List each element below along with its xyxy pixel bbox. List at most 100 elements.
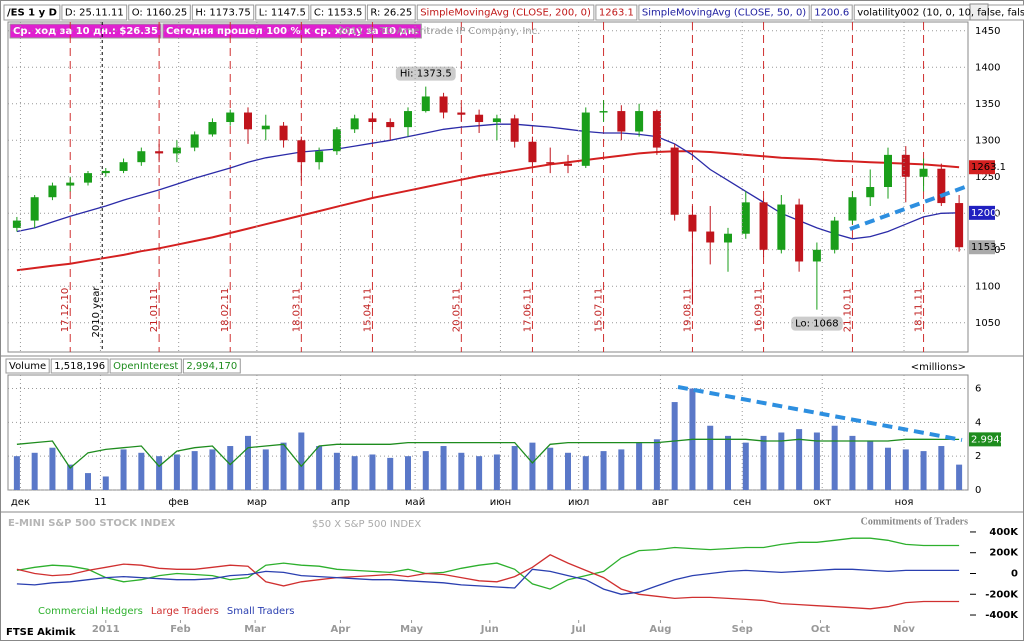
- series-line: [16, 554, 960, 610]
- candle-body: [315, 151, 324, 163]
- volume-bar: [458, 452, 465, 490]
- x-tick-label: мар: [247, 497, 267, 508]
- candle-body: [919, 168, 928, 177]
- candle-body: [119, 162, 128, 171]
- volume-bar: [547, 447, 554, 490]
- volume-bar: [280, 442, 287, 490]
- candle-body: [350, 118, 359, 130]
- header-box: [128, 4, 191, 21]
- volume-bar: [13, 456, 20, 490]
- header-field: H: 1173.75: [195, 8, 250, 19]
- candle-body: [688, 214, 697, 232]
- expiry-label: 18.11.11: [914, 288, 925, 333]
- candle-body: [84, 173, 92, 183]
- volume-bar: [476, 456, 483, 490]
- volume-bar: [956, 464, 963, 490]
- y-tick-label: 1350: [975, 99, 1000, 110]
- candle-body: [421, 96, 430, 112]
- candle-body: [581, 112, 590, 166]
- y-tick-label: 4: [975, 417, 981, 428]
- volume-bar: [760, 435, 767, 490]
- volume-bar: [600, 451, 607, 490]
- volume-bar: [813, 432, 820, 490]
- y-tick-label: 0: [975, 485, 981, 496]
- expiry-label: 19.08.11: [682, 288, 693, 333]
- candle-body: [635, 111, 644, 132]
- watermark: FTSE Akimik: [6, 627, 76, 638]
- value-marker-label: 1153.5: [971, 242, 1006, 253]
- cot-title: E-MINI S&P 500 STOCK INDEX: [8, 518, 176, 529]
- header-box: [5, 358, 50, 374]
- header-field: 2,994,170: [186, 361, 237, 372]
- y-tick-label: 1450: [975, 26, 1000, 37]
- header-field: R: 26.25: [370, 8, 412, 19]
- candle-body: [386, 122, 395, 128]
- annotation: Hi: 1373.5: [400, 69, 452, 80]
- expiry-label: 18.03.11: [291, 288, 302, 333]
- candle-body: [759, 202, 768, 250]
- candle-body: [30, 197, 39, 221]
- volume-bar: [227, 446, 234, 490]
- header-box: [109, 358, 182, 374]
- candle-body: [901, 154, 910, 177]
- volume-bar: [333, 452, 340, 490]
- header-box: [416, 4, 595, 21]
- volume-bar: [849, 435, 856, 490]
- volume-bar: [405, 456, 411, 490]
- volume-bar: [511, 446, 518, 490]
- x-tick-label: фев: [168, 497, 189, 508]
- header-field: L: 1147.5: [259, 8, 306, 19]
- candle-body: [475, 114, 484, 123]
- candle-body: [937, 168, 946, 204]
- cot-background: [1, 512, 1023, 640]
- candle-body: [279, 125, 288, 141]
- header-box: [61, 4, 128, 21]
- candle-body: [190, 134, 199, 148]
- y-tick-label: 2: [975, 451, 981, 462]
- header-box: [3, 4, 61, 21]
- header-box: [255, 4, 310, 21]
- expiry-label: 21.01.11: [149, 288, 160, 333]
- volume-bar: [440, 446, 447, 490]
- series-line: [16, 537, 960, 590]
- series-line: [16, 150, 960, 272]
- expiry-label: 18.02.11: [220, 288, 231, 333]
- settings-button[interactable]: [969, 3, 989, 21]
- candle-body: [724, 233, 732, 243]
- expiry-label: 16.09.11: [754, 288, 765, 333]
- value-marker-label: 1200.6: [971, 208, 1006, 219]
- y-tick-label: 1050: [975, 318, 1000, 329]
- value-marker: [969, 205, 995, 220]
- header-field: C: 1153.5: [314, 8, 363, 19]
- x-tick-label: 2011: [92, 624, 120, 635]
- x-tick-label: июн: [490, 497, 511, 508]
- candle-body: [955, 203, 964, 248]
- y-tick-label: 0: [1011, 568, 1018, 579]
- volume-bar: [653, 439, 660, 490]
- value-marker: [969, 240, 995, 255]
- header-box: [366, 4, 416, 21]
- candle-body: [172, 147, 181, 154]
- header-field: 1,518,196: [54, 361, 105, 372]
- cot-subtitle: $50 X S&P 500 INDEX: [312, 519, 421, 530]
- candle-body: [208, 122, 217, 135]
- volume-bar: [671, 402, 678, 490]
- header-field: Сегодня прошел 100 % к ср. ходу за 10 дн…: [166, 26, 418, 37]
- y-tick-label: 1250: [975, 172, 1000, 183]
- header-box: [50, 358, 109, 374]
- candle-body: [101, 170, 110, 174]
- candle-body: [741, 202, 750, 234]
- candle-body: [599, 111, 608, 113]
- header-field: /ES 1 y D: [7, 8, 57, 19]
- volume-bar: [831, 425, 838, 490]
- trend-line: [849, 185, 966, 231]
- candle-body: [261, 125, 270, 130]
- x-tick-label: Jul: [571, 624, 586, 635]
- header-field: volatility002 (10, 0, 10, false, false): [857, 8, 1024, 19]
- x-tick-label: Aug: [649, 624, 671, 635]
- y-tick-label: 6: [975, 384, 981, 395]
- x-tick-label: авг: [652, 497, 669, 508]
- candle-body: [528, 141, 537, 163]
- header-field: O: 1160.25: [132, 8, 188, 19]
